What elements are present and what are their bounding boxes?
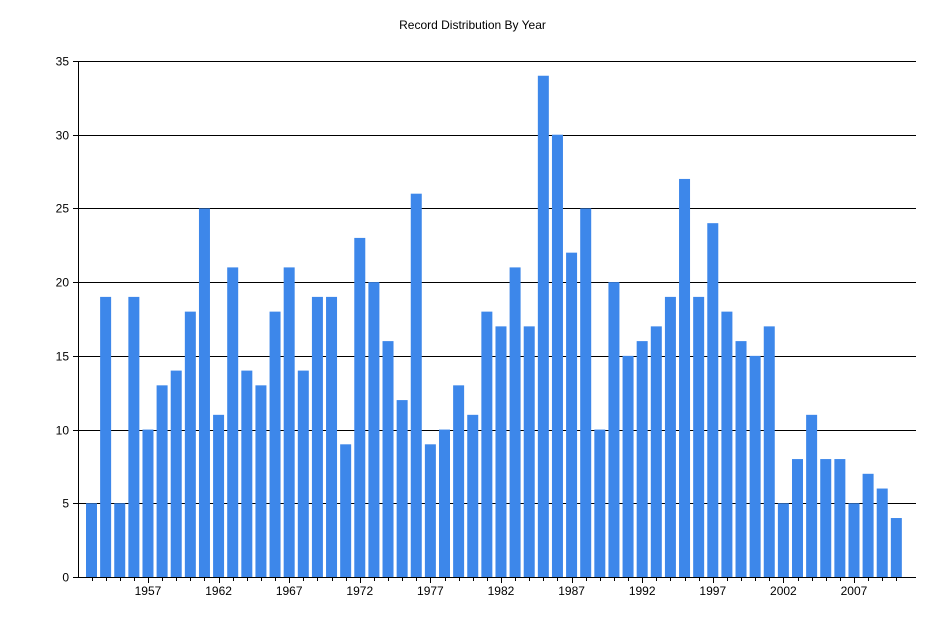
bar — [848, 503, 860, 577]
bar — [566, 252, 578, 577]
y-tick-label: 20 — [56, 276, 70, 290]
x-tick-label: 2007 — [841, 584, 868, 598]
bar — [439, 429, 450, 577]
bar — [410, 193, 422, 577]
bar — [537, 75, 549, 578]
y-tick-label: 10 — [56, 424, 70, 438]
bar — [227, 267, 239, 577]
bar — [862, 473, 874, 577]
bar — [551, 134, 563, 577]
axes — [73, 61, 916, 583]
bar — [198, 208, 210, 577]
bar — [241, 370, 253, 577]
bar — [523, 326, 535, 577]
y-tick-label: 5 — [62, 497, 69, 511]
x-tick-label: 1997 — [699, 584, 726, 598]
y-tick-labels: 0 5 10 15 20 25 30 35 — [56, 55, 70, 585]
bar — [382, 341, 394, 577]
bar — [368, 282, 380, 577]
bar — [311, 296, 323, 577]
bar — [170, 370, 182, 577]
bar — [354, 237, 366, 577]
x-tick-label: 1987 — [558, 584, 585, 598]
bar — [467, 414, 479, 577]
bar — [128, 296, 140, 577]
bar — [114, 503, 126, 577]
y-tick-label: 0 — [62, 571, 69, 585]
chart-title: Record Distribution By Year — [399, 18, 546, 32]
bar — [622, 355, 634, 577]
x-tick-label: 2002 — [770, 584, 797, 598]
bar — [86, 503, 97, 577]
bar — [255, 385, 267, 577]
bar — [326, 296, 338, 577]
bar — [424, 444, 436, 577]
bar — [213, 414, 225, 577]
x-tick-label: 1982 — [488, 584, 515, 598]
y-tick-label: 15 — [56, 350, 70, 364]
bar — [876, 488, 888, 577]
bar — [283, 267, 295, 577]
bar — [608, 282, 620, 577]
x-tick-labels: 1957 1962 1967 1972 1977 1982 1987 1992 1997 2002… — [135, 584, 868, 598]
bar — [396, 400, 408, 577]
bar — [735, 341, 747, 577]
y-tick-label: 30 — [56, 129, 70, 143]
x-tick-label: 1992 — [629, 584, 656, 598]
bar — [594, 429, 606, 577]
bar — [580, 208, 592, 577]
bar — [792, 459, 803, 577]
bar — [156, 385, 168, 577]
bar — [100, 296, 112, 577]
bar — [763, 326, 775, 577]
bar — [636, 341, 648, 577]
x-tick-label: 1977 — [417, 584, 444, 598]
bar — [453, 385, 465, 577]
bars — [86, 75, 902, 578]
bar — [495, 326, 507, 577]
bar — [297, 370, 309, 577]
bar — [340, 444, 352, 577]
y-tick-label: 35 — [56, 55, 70, 69]
bar — [890, 518, 902, 577]
bar — [721, 311, 733, 577]
bar — [269, 311, 281, 577]
bar — [679, 178, 691, 577]
bar — [707, 223, 719, 578]
x-tick-label: 1962 — [205, 584, 232, 598]
bar — [693, 296, 705, 577]
bar — [650, 326, 662, 577]
x-tick-label: 1957 — [135, 584, 162, 598]
bar — [664, 296, 676, 577]
bar — [749, 355, 761, 577]
bar — [481, 311, 493, 577]
bar — [509, 267, 521, 577]
bar — [820, 459, 832, 577]
x-tick-label: 1972 — [346, 584, 373, 598]
y-tick-label: 25 — [56, 202, 70, 216]
bar — [806, 414, 818, 577]
bar — [142, 429, 154, 577]
bar — [184, 311, 196, 577]
x-tick-label: 1967 — [276, 584, 303, 598]
bar — [777, 503, 789, 577]
bar — [834, 459, 846, 577]
